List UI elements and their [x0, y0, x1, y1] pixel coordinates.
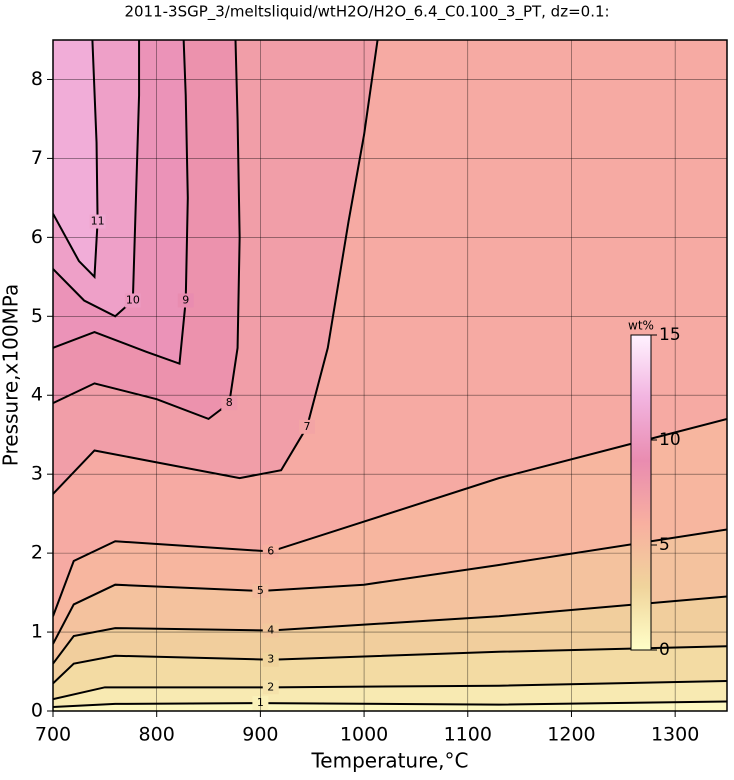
y-tick-label: 8 [31, 68, 43, 90]
contour-line [53, 595, 727, 665]
colorbar-tick-label: 5 [659, 535, 670, 555]
chart-title: 2011-3SGP_3/meltsliquid/wtH2O/H2O_6.4_C0… [124, 3, 609, 22]
colorbar-label: wt% [628, 319, 654, 333]
colorbar-tick-label: 15 [659, 325, 681, 345]
y-tick-label: 1 [31, 621, 43, 643]
y-tick-label: 7 [31, 147, 43, 169]
colorbar [630, 334, 652, 651]
contour-label: 9 [182, 294, 189, 307]
contour-label: 2 [267, 680, 274, 693]
contour-line [53, 40, 99, 280]
contour-label-bg [262, 623, 279, 638]
contour-line [53, 645, 727, 685]
colorbar-tick-label: 0 [659, 640, 670, 660]
x-tick-label: 1000 [340, 724, 388, 746]
x-tick-label: 900 [242, 724, 278, 746]
contour-label-bg [262, 680, 279, 695]
y-tick-label: 2 [31, 542, 43, 564]
y-axis-label: Pressure,x100MPa [0, 284, 23, 466]
colorbar-tick-label: 10 [659, 430, 681, 450]
contour-label-bg [124, 293, 141, 308]
contour-label-bg [177, 293, 194, 308]
contour-line [53, 40, 189, 366]
contour-label-bg [221, 396, 238, 411]
contour-label: 6 [267, 545, 274, 558]
contour-label: 7 [304, 420, 311, 433]
contour-label: 3 [267, 653, 274, 666]
contour-label: 10 [126, 294, 140, 307]
contour-label: 11 [91, 215, 105, 228]
y-tick-label: 3 [31, 463, 43, 485]
contour-label: 8 [226, 396, 233, 409]
contour-label-bg [262, 652, 279, 667]
contour-label: 4 [267, 623, 274, 636]
plot-frame [52, 39, 728, 712]
contour-line [53, 40, 379, 495]
y-tick-label: 5 [31, 305, 43, 327]
x-tick-label: 1100 [444, 724, 492, 746]
y-tick-label: 6 [31, 226, 43, 248]
x-tick-label: 700 [35, 724, 71, 746]
contour-label-bg [89, 214, 106, 229]
y-tick-label: 4 [31, 384, 43, 406]
x-tick-label: 1200 [547, 724, 595, 746]
x-axis-label: Temperature,°C [310, 749, 468, 773]
x-tick-label: 1300 [651, 724, 699, 746]
contour-label-bg [299, 419, 316, 434]
x-tick-label: 800 [139, 724, 175, 746]
axes: 700 800 900 1000 1100 1200 1300 0 1 2 3 4 5 6 7 8 [31, 39, 728, 746]
y-tick-label: 0 [31, 700, 43, 722]
contour-label-bg [262, 544, 279, 559]
